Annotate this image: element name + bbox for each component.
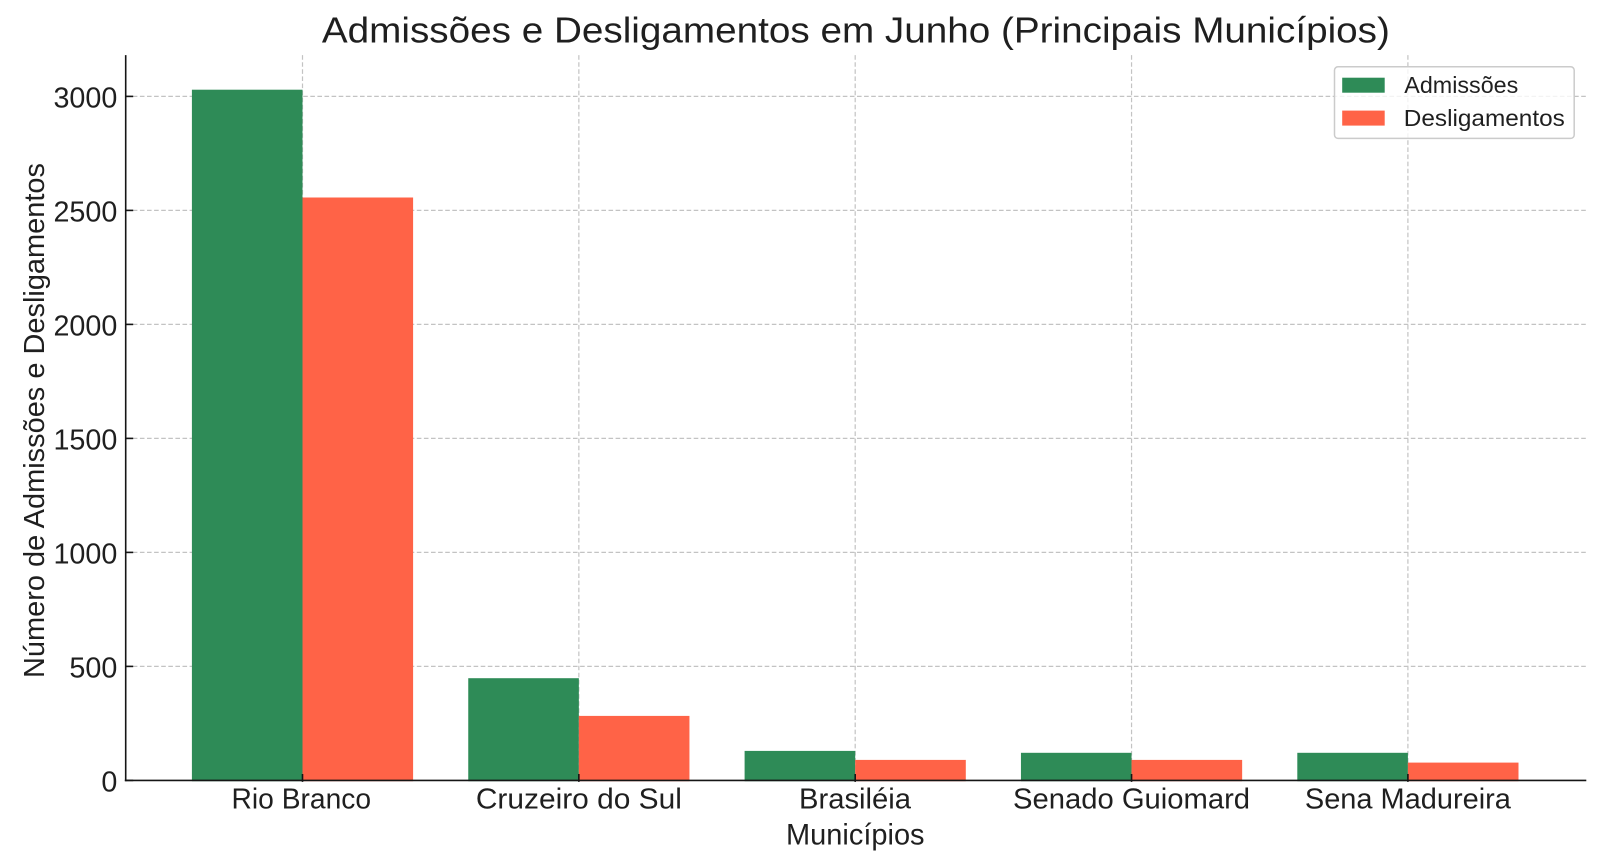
svg-text:1500: 1500 xyxy=(53,425,117,457)
svg-text:3000: 3000 xyxy=(53,83,117,115)
svg-text:0: 0 xyxy=(101,767,117,799)
svg-text:Admissões e Desligamentos em J: Admissões e Desligamentos em Junho (Prin… xyxy=(322,10,1390,51)
svg-text:Desligamentos: Desligamentos xyxy=(1404,105,1565,131)
svg-text:Rio Branco: Rio Branco xyxy=(232,784,372,816)
svg-text:500: 500 xyxy=(69,653,117,685)
svg-text:Senado Guiomard: Senado Guiomard xyxy=(1013,784,1250,816)
svg-text:Admissões: Admissões xyxy=(1404,72,1518,98)
svg-text:Brasiléia: Brasiléia xyxy=(799,784,911,816)
svg-text:1000: 1000 xyxy=(53,539,117,571)
svg-text:Cruzeiro do Sul: Cruzeiro do Sul xyxy=(476,784,682,816)
svg-text:Número de Admissões e Desligam: Número de Admissões e Desligamentos xyxy=(19,163,51,678)
svg-text:2000: 2000 xyxy=(53,311,117,343)
svg-text:2500: 2500 xyxy=(53,197,117,229)
svg-text:Municípios: Municípios xyxy=(786,818,925,851)
svg-text:Sena Madureira: Sena Madureira xyxy=(1305,784,1511,816)
